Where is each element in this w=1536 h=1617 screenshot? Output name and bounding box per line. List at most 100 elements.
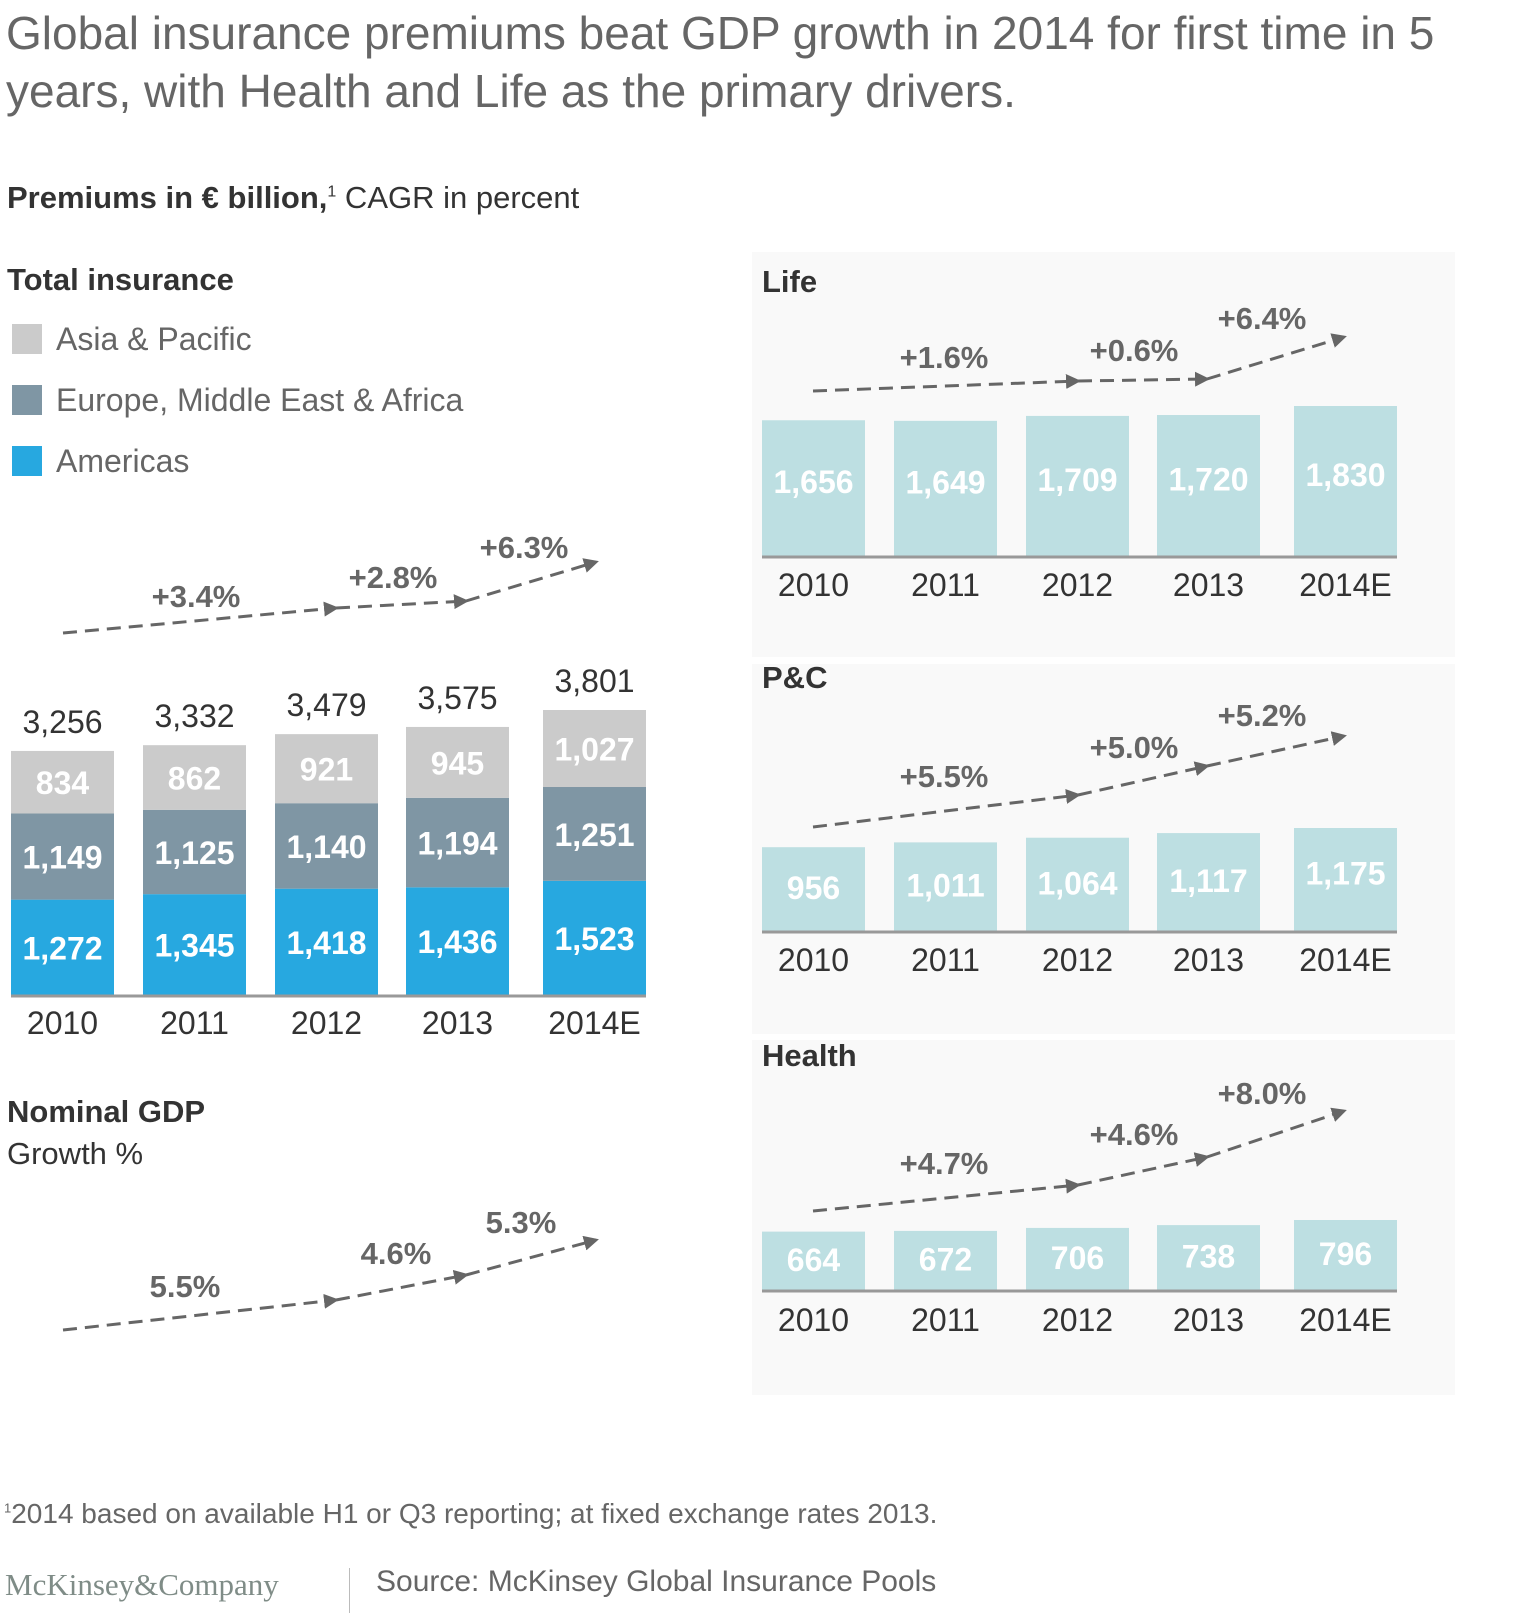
life-bar-label: 1,720 — [1168, 462, 1248, 498]
life-bar — [1026, 415, 1129, 556]
x-tick-label: 2012 — [291, 1005, 362, 1041]
life-bar-label: 1,656 — [773, 464, 853, 500]
bar-segment-europe-middle-east-africa — [275, 803, 378, 889]
health-cagr-label: +4.7% — [900, 1146, 989, 1181]
pc-cagr-arrow — [812, 788, 1081, 829]
bar-segment-europe-middle-east-africa — [11, 813, 114, 900]
x-tick-label: 2013 — [422, 1005, 493, 1041]
health-cagr-label: +4.6% — [1090, 1117, 1179, 1152]
nominal-gdp-label: Nominal GDP — [7, 1094, 206, 1129]
bar-segment-asia-pacific — [275, 734, 378, 804]
footer-divider — [349, 1568, 350, 1613]
life-cagr-arrow — [812, 373, 1081, 393]
bar-segment-americas — [406, 887, 509, 995]
health-bar — [1157, 1225, 1260, 1290]
bar-segment-label: 1,436 — [417, 924, 497, 960]
bar-segment-asia-pacific — [143, 745, 246, 810]
life-x-tick-label: 2010 — [778, 567, 849, 603]
bar-segment-americas — [275, 888, 378, 995]
footnote-number: 1 — [4, 1500, 12, 1516]
bar-total-label: 3,575 — [417, 680, 497, 716]
health-x-tick-label: 2011 — [911, 1302, 980, 1338]
legend-item-americas: Americas — [12, 442, 190, 479]
bar-segment-label: 834 — [36, 765, 90, 801]
life-cagr-arrow — [1077, 371, 1210, 387]
pc-bar — [894, 842, 997, 931]
bar-segment-asia-pacific — [543, 710, 646, 788]
health-bar-label: 672 — [919, 1241, 972, 1277]
bar-segment-label: 1,140 — [286, 829, 366, 865]
gdp-growth-label: 5.5% — [150, 1269, 221, 1304]
pc-cagr-label: +5.0% — [1090, 730, 1179, 765]
bar-segment-label: 945 — [431, 745, 484, 781]
health-bar-label: 706 — [1051, 1240, 1104, 1276]
health-cagr-arrow — [812, 1178, 1081, 1213]
pc-x-tick-label: 2011 — [911, 942, 980, 978]
units-bold: Premiums in € billion, — [7, 180, 328, 215]
chart-title: Global insurance premiums beat GDP growt… — [6, 7, 1435, 117]
mckinsey-logo: McKinsey&Company — [5, 1567, 279, 1602]
pc-bar — [762, 847, 865, 931]
health-x-tick-label: 2014E — [1299, 1302, 1392, 1338]
health-panel — [752, 1040, 1455, 1395]
pc-bar-label: 1,117 — [1169, 863, 1247, 899]
pc-cagr-label: +5.2% — [1218, 698, 1307, 733]
pc-bar-label: 1,175 — [1305, 856, 1385, 892]
x-tick-label: 2011 — [160, 1005, 229, 1041]
bar-total-label: 3,801 — [554, 663, 634, 699]
bar-segment-label: 1,345 — [154, 928, 234, 964]
footnote-text: 2014 based on available H1 or Q3 reporti… — [11, 1498, 938, 1529]
bar-segment-europe-middle-east-africa — [406, 797, 509, 888]
health-bar — [762, 1231, 865, 1290]
pc-bar-label: 956 — [787, 870, 840, 906]
footnote-marker: 1 — [327, 183, 337, 201]
total-cagr-label: +3.4% — [152, 579, 241, 614]
life-cagr-label: +6.4% — [1218, 301, 1307, 336]
bar-segment-label: 921 — [300, 752, 353, 788]
bar-segment-label: 1,027 — [554, 732, 634, 768]
bar-segment-americas — [11, 899, 114, 995]
total-cagr-label: +2.8% — [349, 560, 438, 595]
bar-segment-label: 1,251 — [554, 817, 634, 853]
bar-total-label: 3,479 — [286, 687, 366, 723]
health-bar-label: 664 — [787, 1242, 841, 1278]
total-cagr-arrow — [335, 594, 469, 610]
bar-total-label: 3,332 — [154, 698, 234, 734]
legend-label: Asia & Pacific — [56, 320, 252, 357]
bar-segment-label: 1,418 — [286, 925, 366, 961]
bar-segment-asia-pacific — [406, 726, 509, 798]
pc-x-tick-label: 2014E — [1299, 942, 1392, 978]
health-x-tick-label: 2012 — [1042, 1302, 1113, 1338]
life-x-tick-label: 2012 — [1042, 567, 1113, 603]
gdp-growth-arrow — [465, 1235, 599, 1277]
legend-label: Americas — [56, 442, 190, 479]
bar-segment-label: 1,149 — [22, 840, 102, 876]
health-x-tick-label: 2010 — [778, 1302, 849, 1338]
life-cagr-label: +1.6% — [900, 340, 989, 375]
bar-segment-label: 862 — [168, 760, 221, 796]
life-bar — [762, 420, 865, 556]
total-cagr-arrow — [465, 558, 599, 603]
life-cagr-label: +0.6% — [1090, 333, 1179, 368]
pc-x-tick-label: 2013 — [1173, 942, 1244, 978]
units-rest: CAGR in percent — [336, 180, 580, 215]
health-cagr-arrow — [1206, 1107, 1347, 1159]
health-panel-title: Health — [762, 1038, 857, 1073]
pc-bar-label: 1,064 — [1037, 865, 1117, 901]
life-bar — [1294, 406, 1397, 556]
source-note: Source: McKinsey Global Insurance Pools — [376, 1565, 937, 1598]
pc-bar — [1026, 837, 1129, 931]
bar-segment-europe-middle-east-africa — [143, 809, 246, 895]
life-bar-label: 1,649 — [905, 464, 985, 500]
legend-swatch-emea — [12, 385, 42, 415]
bar-segment-label: 1,523 — [554, 921, 634, 957]
life-cagr-arrow — [1206, 333, 1347, 381]
x-tick-label: 2014E — [548, 1005, 641, 1041]
pc-cagr-label: +5.5% — [900, 759, 989, 794]
legend-item-asia-pacific: Asia & Pacific — [12, 320, 252, 357]
gdp-growth-arrow — [335, 1269, 469, 1302]
pc-bar — [1294, 828, 1397, 931]
legend-swatch-americas — [12, 446, 42, 476]
x-tick-label: 2010 — [27, 1005, 98, 1041]
